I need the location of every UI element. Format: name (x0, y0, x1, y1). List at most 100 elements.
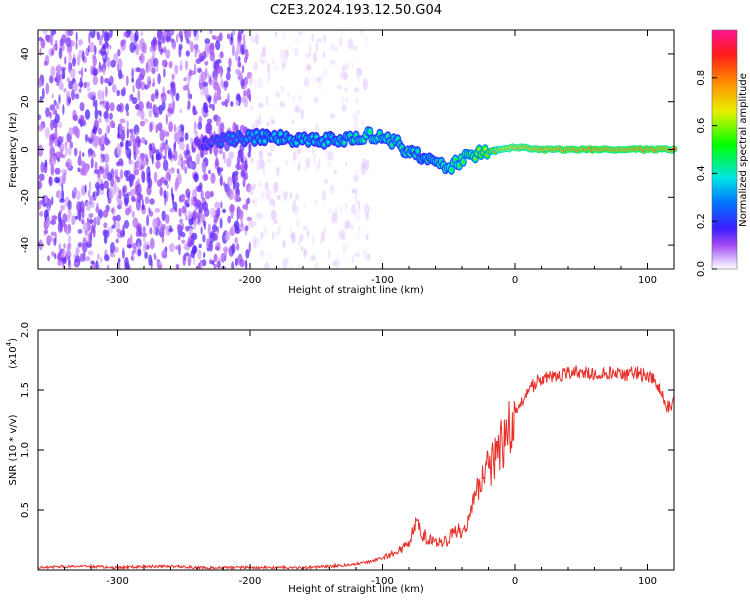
noise-blob (246, 216, 252, 222)
signal-core (386, 134, 390, 138)
noise-blob (222, 208, 227, 214)
noise-blob (279, 101, 286, 108)
noise-blob (149, 237, 155, 250)
noise-blob (312, 235, 315, 245)
noise-blob (203, 86, 209, 98)
noise-blob (84, 109, 91, 120)
noise-blob (131, 210, 135, 218)
noise-blob (213, 91, 218, 103)
noise-blob (231, 224, 236, 236)
noise-blob (129, 128, 134, 134)
noise-blob (65, 144, 68, 157)
noise-blob (118, 69, 123, 80)
signal-core (457, 164, 461, 168)
noise-blob (303, 248, 307, 259)
noise-blob (334, 208, 338, 219)
noise-blob (137, 142, 141, 148)
noise-blob (342, 244, 346, 255)
noise-blob (54, 167, 61, 175)
noise-blob (67, 61, 72, 74)
noise-blob (251, 199, 255, 205)
noise-blob (94, 108, 99, 120)
noise-blob (122, 86, 126, 95)
noise-blob (42, 30, 48, 35)
noise-blob (217, 95, 222, 101)
noise-blob (223, 80, 229, 88)
noise-blob (258, 77, 264, 89)
noise-blob (341, 65, 346, 74)
noise-blob (50, 251, 55, 257)
noise-blob (341, 232, 346, 241)
noise-blob (184, 199, 189, 207)
noise-blob (47, 255, 50, 262)
noise-blob (138, 55, 144, 61)
noise-blob (259, 192, 263, 203)
noise-blob (293, 208, 299, 216)
noise-blob (161, 210, 166, 222)
noise-blob (227, 93, 230, 104)
noise-blob (165, 61, 168, 68)
noise-blob (323, 227, 327, 235)
noise-blob (92, 125, 98, 135)
noise-blob (228, 151, 234, 159)
noise-blob (57, 63, 62, 76)
noise-blob (107, 47, 109, 56)
noise-blob (225, 71, 231, 81)
noise-blob (94, 45, 97, 55)
noise-blob (181, 239, 186, 244)
noise-blob (244, 163, 249, 169)
noise-blob (59, 38, 64, 47)
noise-blob (190, 161, 193, 170)
noise-blob (354, 209, 361, 221)
noise-blob (187, 100, 191, 110)
noise-blob (130, 256, 134, 261)
noise-blob (137, 100, 144, 112)
noise-blob (185, 215, 188, 221)
noise-blob (137, 89, 141, 102)
noise-blob (193, 121, 197, 131)
snr-y-label: SNR (10 * v/v) (8, 414, 19, 485)
noise-blob (184, 132, 189, 141)
noise-blob (50, 231, 57, 237)
colorbar-frame (711, 29, 738, 270)
signal-core (219, 142, 223, 146)
noise-blob (329, 184, 335, 194)
noise-blob (68, 127, 74, 136)
noise-blob (236, 206, 241, 214)
noise-blob (153, 226, 156, 235)
noise-blob (303, 202, 306, 209)
noise-blob (149, 198, 155, 205)
noise-blob (241, 80, 245, 90)
noise-blob (184, 30, 189, 40)
signal-core (453, 158, 457, 161)
noise-blob (80, 167, 85, 176)
noise-blob (356, 110, 361, 115)
noise-blob (338, 36, 343, 47)
noise-blob (210, 190, 214, 198)
noise-blob (237, 164, 244, 171)
noise-blob (362, 78, 368, 91)
noise-blob (132, 217, 139, 228)
noise-blob (269, 198, 275, 206)
noise-blob (69, 141, 74, 149)
noise-blob (116, 104, 122, 112)
noise-blob (255, 212, 262, 220)
noise-blob (112, 84, 117, 93)
noise-blob (57, 136, 63, 146)
noise-blob (275, 30, 278, 38)
noise-blob (57, 212, 62, 223)
noise-blob (356, 67, 363, 77)
noise-blob (126, 127, 129, 139)
colorbar: 0.0 0.2 0.4 0.6 0.8 Normalized spectral ampl… (696, 29, 749, 277)
noise-blob (243, 40, 247, 51)
noise-blob (67, 97, 72, 104)
noise-blob (262, 46, 266, 58)
noise-blob (66, 77, 70, 83)
noise-blob (240, 169, 245, 177)
noise-blob (245, 172, 249, 179)
noise-blob (227, 176, 233, 188)
noise-blob (77, 155, 82, 167)
noise-blob (208, 240, 213, 252)
noise-blob (60, 257, 66, 262)
noise-blob (252, 235, 257, 244)
